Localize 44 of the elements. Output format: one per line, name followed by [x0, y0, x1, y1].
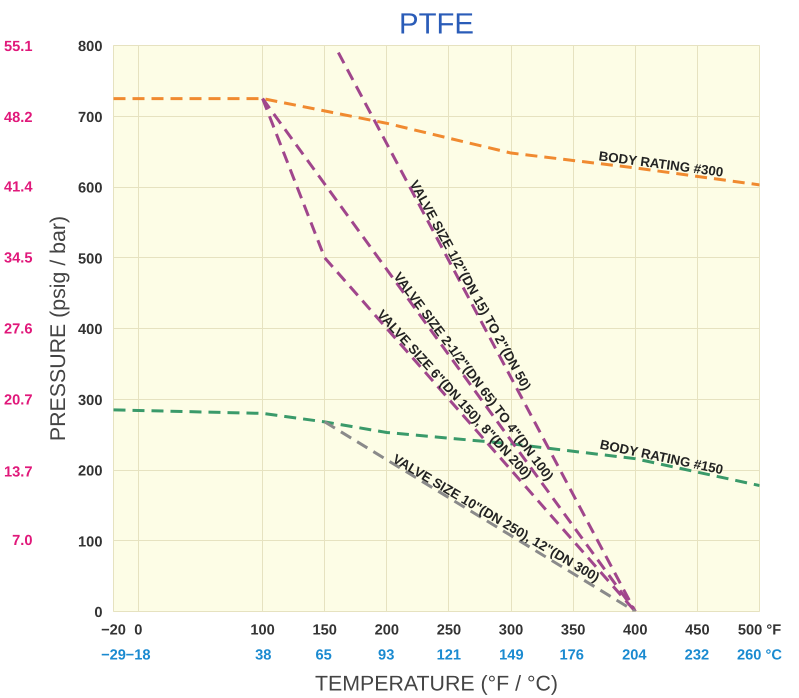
y2-tick-label: 48.2 — [4, 110, 33, 126]
y2-tick-label: 13.7 — [4, 464, 33, 480]
y2-tick-label: 27.6 — [4, 321, 33, 338]
x2-tick-label: −18 — [126, 648, 151, 664]
y-tick-label: 100 — [78, 534, 103, 550]
x2-tick-label: 176 — [560, 648, 584, 664]
x2-tick-label: 232 — [684, 648, 710, 664]
y-tick-label: 0 — [94, 605, 103, 621]
y-tick-label: 400 — [78, 322, 103, 338]
x2-tick-label: 93 — [378, 648, 394, 664]
y2-tick-label: 41.4 — [4, 180, 34, 196]
y2-tick-label: 7.0 — [12, 533, 32, 550]
y-tick-label: 700 — [78, 110, 103, 126]
y2-tick-label: 34.5 — [4, 250, 33, 267]
y-tick-label: 300 — [78, 392, 103, 409]
x2-tick-label: −29 — [101, 648, 126, 664]
y-axis-title: PRESSURE (psig / bar) — [46, 216, 70, 442]
x-tick-label: 500 °F — [738, 622, 782, 638]
x-tick-label: 0 — [134, 622, 142, 638]
x-tick-label: 350 — [560, 622, 586, 638]
chart-title: PTFE — [399, 8, 474, 40]
y-tick-label: 500 — [78, 251, 103, 268]
y-tick-label: 600 — [78, 180, 103, 196]
x-tick-label: 400 — [623, 622, 648, 638]
x-axis-title: TEMPERATURE (°F / °C) — [315, 672, 558, 696]
x-tick-label: 450 — [685, 622, 710, 638]
x2-tick-label: 204 — [622, 648, 648, 664]
y2-tick-label: 55.1 — [4, 39, 33, 55]
y-tick-label: 800 — [78, 39, 103, 55]
x2-tick-label: 38 — [255, 648, 272, 664]
x-tick-label: 300 — [498, 622, 524, 638]
x2-tick-label: 149 — [499, 648, 524, 664]
x-tick-label: 200 — [374, 622, 400, 638]
x2-tick-label: 121 — [436, 648, 462, 664]
x2-tick-label: 260 °C — [737, 648, 782, 664]
x-tick-label: 150 — [312, 622, 337, 638]
y2-tick-label: 20.7 — [4, 392, 33, 408]
x2-tick-label: 65 — [315, 648, 332, 664]
y-tick-label: 200 — [78, 464, 103, 480]
annotation: BODY RATING #300 — [598, 148, 724, 180]
x-tick-label: −20 — [101, 622, 126, 638]
annotation: BODY RATING #150 — [598, 436, 724, 478]
x-tick-label: 250 — [436, 622, 462, 638]
x-tick-label: 100 — [250, 622, 275, 638]
